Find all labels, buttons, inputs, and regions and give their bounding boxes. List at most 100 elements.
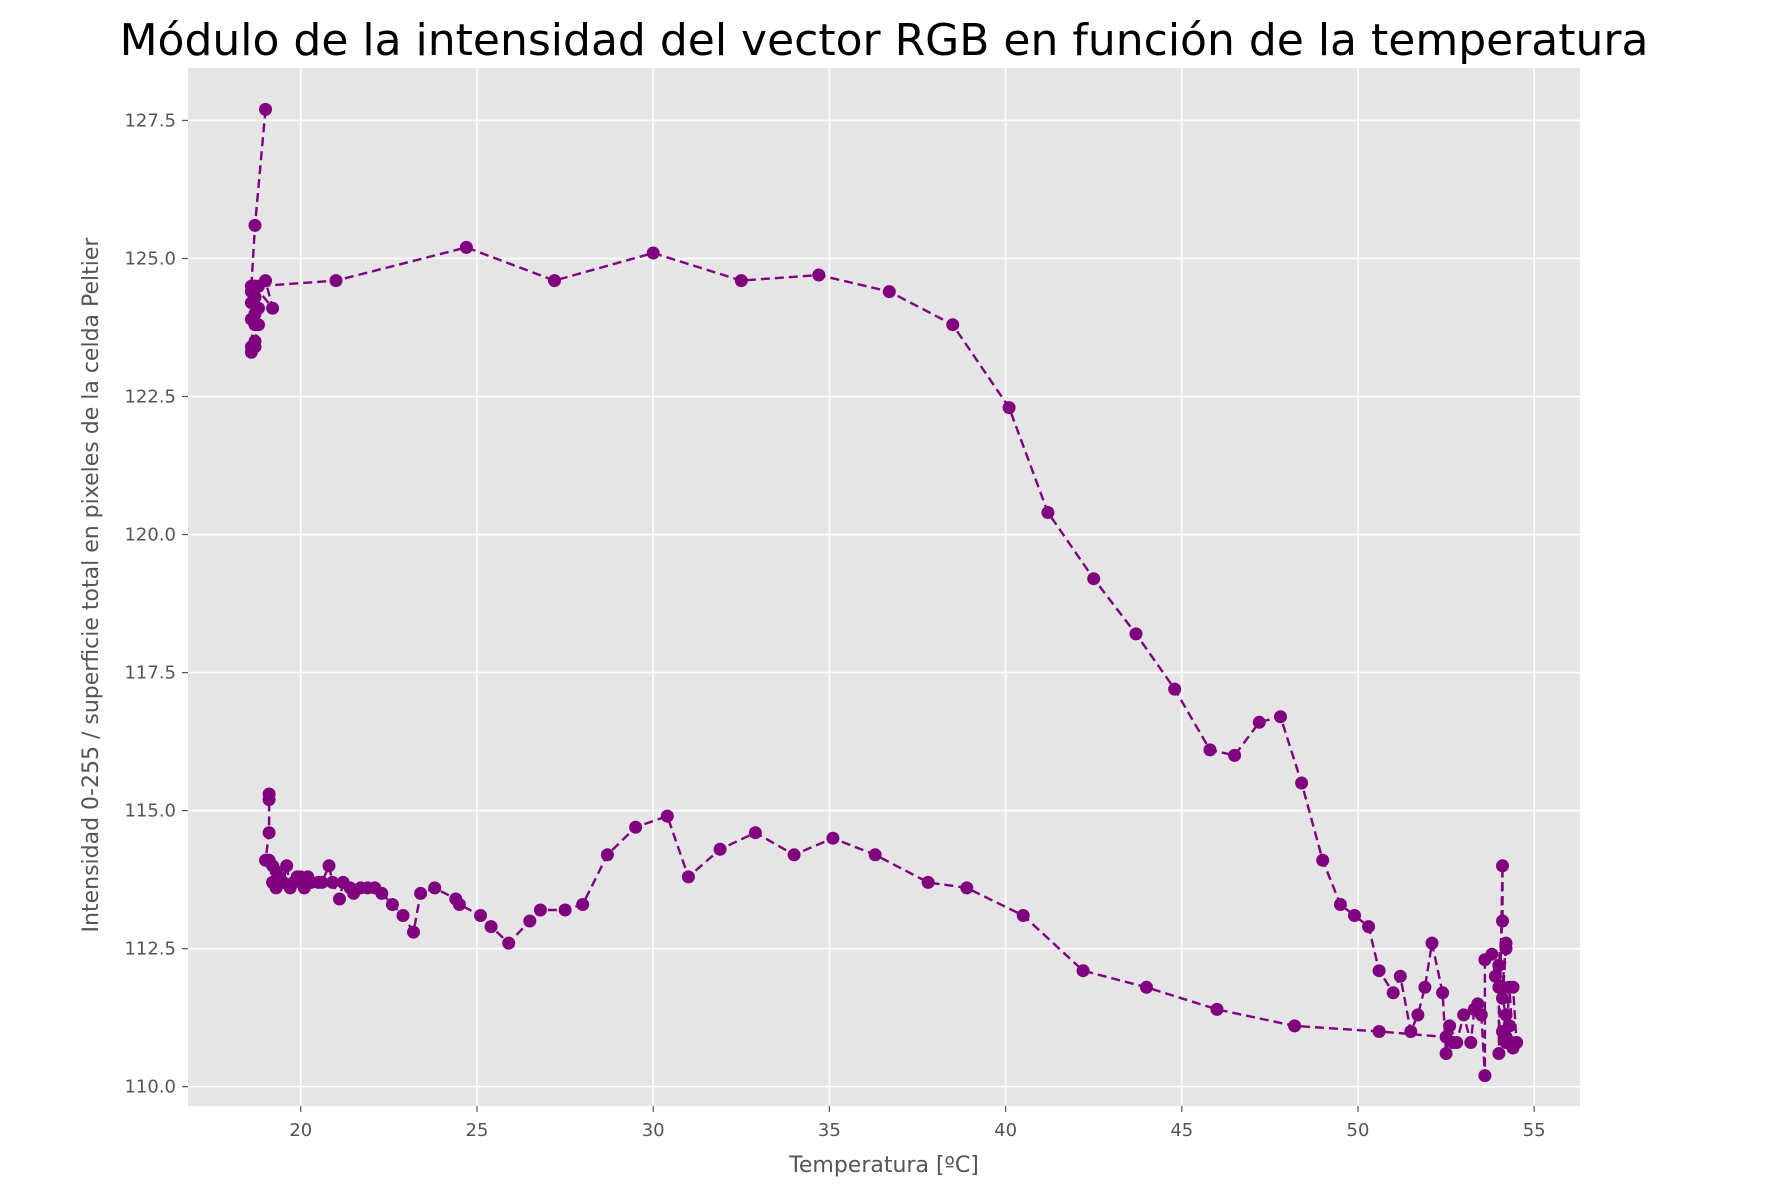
x-tick-label: 30 xyxy=(642,1120,665,1141)
data-point xyxy=(1295,776,1309,790)
data-point xyxy=(946,318,960,332)
x-tick-label: 55 xyxy=(1523,1120,1546,1141)
data-point xyxy=(812,268,826,282)
data-point xyxy=(1492,1047,1506,1060)
tick-labels: 20 25 30 35 40 45 50 55 110.0 112.5 115.0 117.5 120.… xyxy=(124,110,1545,1141)
data-point xyxy=(1203,743,1217,757)
x-tick-label: 25 xyxy=(466,1120,489,1141)
data-point xyxy=(1496,859,1509,873)
plot-area xyxy=(188,68,1580,1106)
data-point xyxy=(333,892,346,906)
data-point xyxy=(1499,1008,1513,1022)
data-point xyxy=(1168,682,1182,696)
series-2 xyxy=(259,787,1460,1049)
data-point xyxy=(266,301,280,315)
data-point xyxy=(1503,1019,1516,1033)
y-axis-label: Intensidad 0-255 / superficie total en p… xyxy=(79,237,104,933)
data-point xyxy=(1129,627,1143,641)
series-1 xyxy=(244,102,1524,1083)
data-point xyxy=(882,285,896,299)
data-point xyxy=(262,787,276,801)
y-tick-label: 115.0 xyxy=(124,801,176,822)
x-tick-label: 35 xyxy=(818,1120,841,1141)
data-point xyxy=(248,218,262,232)
data-point xyxy=(1439,1047,1453,1060)
y-tick-label: 127.5 xyxy=(124,110,176,131)
data-point xyxy=(1393,969,1407,983)
data-point xyxy=(533,903,547,917)
data-point xyxy=(1506,980,1520,994)
data-point xyxy=(385,898,399,911)
data-point xyxy=(1478,1069,1492,1083)
data-point xyxy=(629,820,643,834)
data-point xyxy=(396,909,410,922)
data-point xyxy=(1492,958,1506,972)
data-point xyxy=(787,848,801,862)
data-point xyxy=(548,274,561,288)
y-tick-label: 112.5 xyxy=(124,939,176,960)
data-point xyxy=(326,875,339,889)
data-point xyxy=(1443,1019,1457,1033)
y-tick-label: 110.0 xyxy=(124,1077,176,1098)
data-point xyxy=(1499,1030,1513,1044)
data-point xyxy=(1362,920,1376,934)
data-point xyxy=(1348,909,1361,922)
data-point xyxy=(1411,1008,1425,1022)
data-point xyxy=(452,898,466,911)
data-point xyxy=(1288,1019,1302,1033)
data-point xyxy=(1457,1008,1471,1022)
data-point xyxy=(1488,969,1502,983)
data-point xyxy=(1274,710,1287,724)
data-point xyxy=(1496,914,1509,928)
data-point xyxy=(1016,909,1030,922)
data-point xyxy=(407,925,420,939)
data-point xyxy=(681,870,695,884)
data-point xyxy=(1436,986,1450,1000)
data-point xyxy=(252,279,265,293)
data-point xyxy=(375,886,389,900)
data-point xyxy=(921,875,935,889)
data-point xyxy=(1446,1036,1460,1049)
data-point xyxy=(646,246,660,260)
y-tick-label: 125.0 xyxy=(124,248,176,269)
data-point xyxy=(576,898,590,911)
data-point xyxy=(1496,991,1509,1005)
gridlines xyxy=(188,68,1580,1106)
data-point xyxy=(1228,748,1242,762)
x-tick-label: 40 xyxy=(994,1120,1017,1141)
data-point xyxy=(1333,898,1347,911)
data-point xyxy=(329,274,343,288)
data-point xyxy=(484,920,498,934)
y-tick-label: 117.5 xyxy=(124,663,176,684)
data-point xyxy=(1210,1002,1224,1016)
data-point xyxy=(1471,997,1485,1011)
data-point xyxy=(826,831,840,845)
data-point xyxy=(322,859,336,873)
data-point xyxy=(262,826,276,840)
data-point xyxy=(269,864,283,878)
data-point xyxy=(280,859,294,873)
data-point xyxy=(1076,964,1090,978)
data-point xyxy=(414,886,428,900)
data-point xyxy=(1041,506,1055,519)
x-tick-label: 20 xyxy=(289,1120,312,1141)
data-point xyxy=(600,848,614,862)
data-point xyxy=(502,936,516,950)
data-point xyxy=(1002,401,1016,415)
x-tick-label: 50 xyxy=(1347,1120,1370,1141)
y-tick-label: 122.5 xyxy=(124,387,176,408)
data-point xyxy=(1386,986,1400,1000)
data-point xyxy=(428,881,442,895)
data-point xyxy=(1499,942,1513,956)
data-point xyxy=(1418,980,1432,994)
data-point xyxy=(1474,1008,1488,1022)
data-point xyxy=(960,881,974,895)
y-tick-label: 120.0 xyxy=(124,525,176,546)
data-point xyxy=(1510,1036,1524,1049)
data-point xyxy=(1404,1025,1418,1038)
data-point xyxy=(1425,936,1439,950)
data-point xyxy=(523,914,537,928)
data-point xyxy=(1372,1025,1386,1038)
data-point xyxy=(459,240,473,254)
